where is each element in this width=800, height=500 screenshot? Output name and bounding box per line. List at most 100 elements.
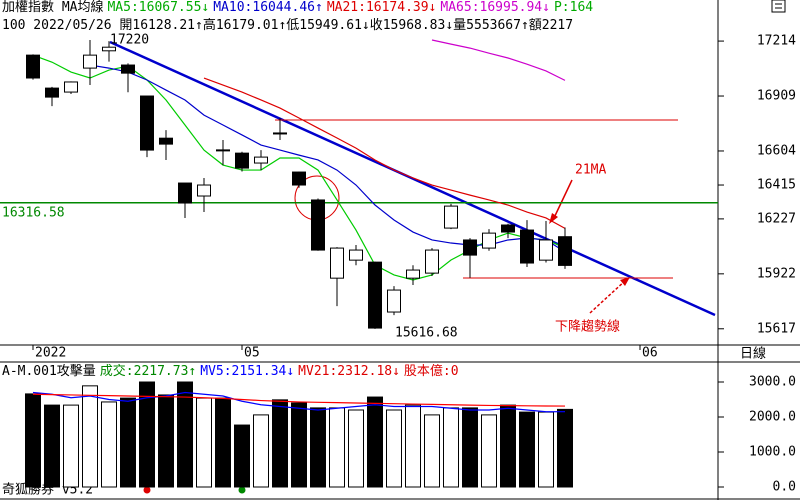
volume-bar bbox=[120, 397, 136, 488]
y-tick-label: 16909 bbox=[757, 89, 796, 104]
candle-body bbox=[235, 152, 249, 169]
candle-body bbox=[539, 239, 553, 261]
candle-body bbox=[330, 247, 344, 279]
volume-bar bbox=[500, 404, 516, 488]
chart-title: 加權指數 MA均線 bbox=[2, 0, 104, 15]
candle-body bbox=[273, 132, 287, 135]
y-tick-label: 17214 bbox=[757, 34, 796, 49]
volume-bar bbox=[462, 407, 478, 488]
arrow bbox=[552, 179, 573, 221]
volume-bar bbox=[63, 404, 79, 488]
legend-entry: MA5:16067.55↓ bbox=[107, 0, 210, 15]
candle-body bbox=[292, 171, 306, 186]
legend-entry: MV21:2312.18↓ bbox=[298, 364, 400, 379]
candle-body bbox=[159, 137, 173, 145]
volume-bar bbox=[25, 393, 41, 488]
volume-bar bbox=[101, 401, 117, 488]
candle-body bbox=[197, 184, 211, 197]
arrowhead bbox=[620, 277, 630, 286]
candle-body bbox=[102, 46, 116, 52]
volume-bar bbox=[424, 414, 440, 488]
level-label: 16316.58 bbox=[2, 205, 65, 220]
volume-bar bbox=[253, 414, 269, 488]
volume-bar bbox=[158, 394, 174, 488]
y-tick-label: 15922 bbox=[757, 266, 796, 281]
candle-body bbox=[463, 239, 477, 256]
candle-body bbox=[482, 232, 496, 249]
arrow bbox=[589, 279, 627, 314]
candle-body bbox=[425, 249, 439, 274]
legend-entry: MA21:16174.39↓ bbox=[326, 0, 437, 15]
volume-bar bbox=[367, 396, 383, 488]
volume-bar bbox=[386, 409, 402, 488]
volume-bar bbox=[44, 404, 60, 488]
volume-bar bbox=[329, 407, 345, 488]
y-tick-label: 15617 bbox=[757, 321, 796, 336]
volume-bar bbox=[82, 385, 98, 488]
y-tick-label: 2000.0 bbox=[749, 410, 796, 425]
candle-body bbox=[558, 236, 572, 266]
candle-body bbox=[121, 64, 135, 74]
ma-line bbox=[203, 77, 566, 229]
candle-body bbox=[178, 182, 192, 204]
candle-body bbox=[140, 95, 154, 151]
legend-entry: MA10:16044.46↑ bbox=[213, 0, 323, 15]
candle-body bbox=[387, 289, 401, 313]
volume-bar bbox=[139, 381, 155, 488]
candle-body bbox=[216, 149, 230, 152]
y-tick-label: 3000.0 bbox=[749, 375, 796, 390]
x-tick-label: 2022 bbox=[35, 346, 66, 361]
menu-icon[interactable] bbox=[771, 0, 786, 13]
candle-body bbox=[45, 87, 59, 98]
legend-entry: MA65:16995.94↓ bbox=[440, 0, 550, 15]
volume-bar bbox=[234, 424, 250, 488]
volume-bar bbox=[272, 399, 288, 488]
volume-bar bbox=[348, 409, 364, 488]
candle-body bbox=[349, 249, 363, 261]
legend-entry: 股本億:0 bbox=[403, 364, 459, 379]
annotation: 21MA bbox=[575, 163, 606, 178]
ma-line bbox=[32, 393, 566, 407]
candle-body bbox=[26, 54, 40, 79]
candle-body bbox=[311, 199, 325, 251]
y-tick-label: 16227 bbox=[757, 211, 796, 226]
high-label: 17220 bbox=[110, 32, 149, 47]
volume-bar bbox=[519, 411, 535, 488]
candle-body bbox=[501, 224, 515, 233]
y-tick-label: 16415 bbox=[757, 178, 796, 193]
candle-body bbox=[83, 54, 97, 69]
ma-line bbox=[32, 391, 566, 413]
x-tick-label: 06 bbox=[642, 346, 658, 361]
signal-dot bbox=[143, 486, 151, 494]
price-header: 加權指數 MA均線 MA5:16067.55↓ MA10:16044.46↑ MA21… bbox=[2, 0, 714, 16]
volume-bar bbox=[215, 397, 231, 488]
volume-bar bbox=[481, 414, 497, 488]
volume-bar bbox=[310, 407, 326, 488]
signal-dot bbox=[238, 486, 246, 494]
legend-entry: 成交:2217.73↑ bbox=[99, 364, 197, 379]
quote-line: 100 2022/05/26 開16128.21↑高16179.01↑低1594… bbox=[2, 18, 574, 33]
volume-bar bbox=[291, 402, 307, 488]
chart-title: A-M.001攻擊量 bbox=[2, 364, 96, 379]
volume-bar bbox=[538, 411, 554, 488]
volume-bar bbox=[405, 404, 421, 488]
candle-body bbox=[254, 156, 268, 164]
annotation: 下降趨勢線 bbox=[555, 319, 620, 335]
low-label: 15616.68 bbox=[395, 325, 458, 340]
volume-bar bbox=[196, 397, 212, 488]
volume-bar bbox=[177, 381, 193, 488]
legend-entry: P:164 bbox=[553, 0, 594, 15]
candle-body bbox=[406, 269, 420, 279]
ma-line bbox=[431, 39, 566, 81]
candle-body bbox=[444, 205, 458, 229]
y-tick-label: 1000.0 bbox=[749, 445, 796, 460]
ma-line bbox=[89, 64, 566, 253]
candle-body bbox=[520, 229, 534, 264]
volume-bar bbox=[443, 407, 459, 488]
period-label: 日線 bbox=[740, 346, 766, 362]
volume-header: A-M.001攻擊量 成交:2217.73↑ MV5:2151.34↓ MV21:23… bbox=[2, 364, 714, 380]
legend-entry: MV5:2151.34↓ bbox=[200, 364, 295, 379]
y-tick-label: 0.0 bbox=[773, 480, 796, 495]
